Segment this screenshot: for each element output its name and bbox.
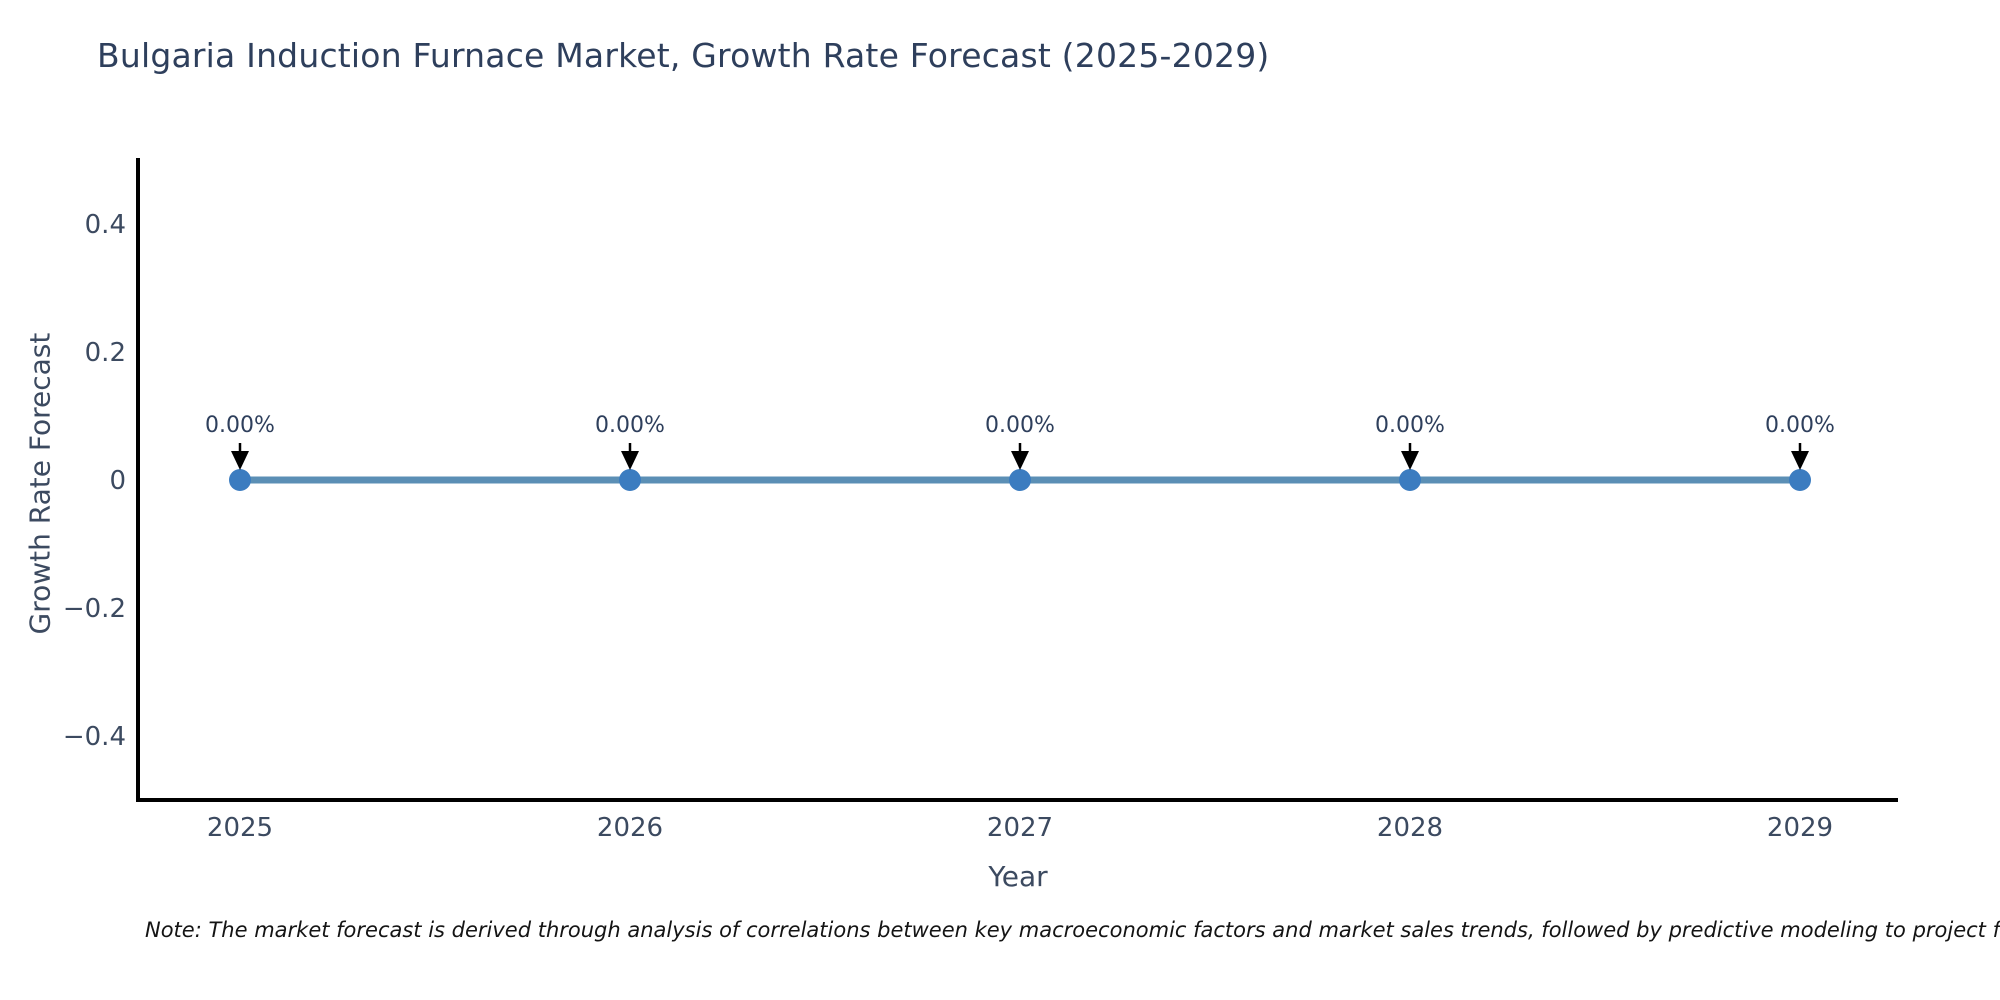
y-tick-label: 0.4 [85,210,126,240]
x-tick-label: 2027 [987,813,1053,843]
annotation-label: 0.00% [985,413,1055,438]
data-point-marker [1399,469,1421,491]
y-tick-label: 0.2 [85,338,126,368]
x-axis-title: Year [988,860,1048,893]
annotation-label: 0.00% [1375,413,1445,438]
x-tick-label: 2026 [597,813,663,843]
annotation-arrowhead [1401,451,1419,470]
annotation-arrowhead [231,451,249,470]
y-tick-label: −0.2 [63,594,126,624]
chart-title: Bulgaria Induction Furnace Market, Growt… [97,36,1270,75]
data-point-marker [229,469,251,491]
x-tick-label: 2028 [1377,813,1443,843]
y-tick-label: 0 [109,466,126,496]
data-point-marker [619,469,641,491]
annotation-label: 0.00% [1765,413,1835,438]
y-tick-label: −0.4 [63,722,126,752]
annotation-arrowhead [1791,451,1809,470]
data-point-marker [1009,469,1031,491]
annotation-label: 0.00% [595,413,665,438]
footnote: Note: The market forecast is derived thr… [145,918,2000,942]
data-point-marker [1789,469,1811,491]
annotation-arrowhead [1011,451,1029,470]
x-tick-label: 2029 [1767,813,1833,843]
x-tick-label: 2025 [207,813,273,843]
annotation-label: 0.00% [205,413,275,438]
annotation-arrowhead [621,451,639,470]
